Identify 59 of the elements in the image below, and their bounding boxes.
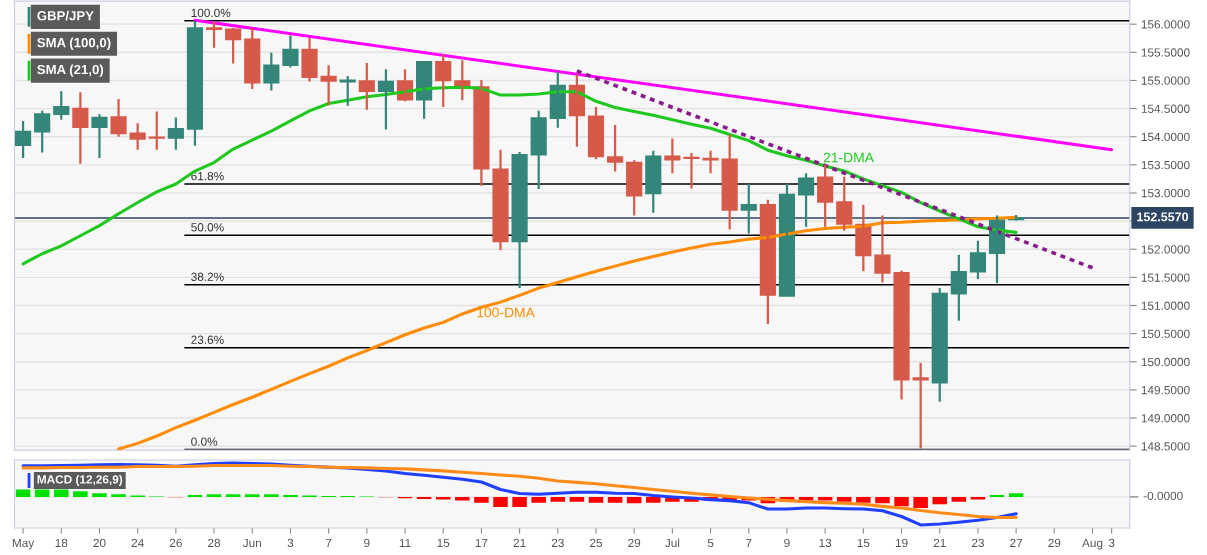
y-tick-label: 149.5000 — [1141, 385, 1190, 395]
x-tick-label: 13 — [819, 538, 832, 548]
y-tick-label: 154.0000 — [1141, 132, 1190, 142]
x-tick-label: 23 — [551, 538, 564, 548]
x-tick-label: 25 — [590, 538, 603, 548]
y-tick-label: 153.0000 — [1141, 189, 1190, 198]
legend-label: SMA (21,0) — [37, 64, 104, 77]
y-tick-label: 150.5000 — [1141, 329, 1190, 339]
x-tick-label: 9 — [784, 538, 790, 548]
x-tick-label: 29 — [1048, 538, 1061, 548]
x-tick-label: 21 — [933, 538, 946, 547]
y-tick-label: 154.5000 — [1141, 104, 1190, 113]
x-tick-label: May — [12, 538, 35, 550]
annotation: 23.6% — [191, 335, 224, 344]
x-tick-label: 19 — [895, 538, 908, 548]
x-tick-label: 23 — [971, 538, 984, 548]
x-tick-label: 5 — [707, 538, 714, 548]
y-tick-label: 152.0000 — [1141, 245, 1190, 254]
x-tick-label: 15 — [857, 538, 870, 548]
x-tick-label: Jun — [242, 538, 261, 548]
legend-label: SMA (100,0) — [37, 37, 111, 50]
x-tick-label: 3 — [1108, 538, 1115, 548]
x-tick-label: 7 — [746, 538, 752, 547]
annotation: 50.0% — [191, 223, 224, 232]
x-tick-label: 28 — [208, 538, 221, 548]
y-tick-label: 150.0000 — [1141, 357, 1190, 367]
x-tick-label: 27 — [1010, 538, 1023, 547]
x-tick-label: 17 — [475, 538, 488, 547]
y-tick-label: 148.5000 — [1141, 442, 1190, 451]
y-tick-label: 155.0000 — [1141, 76, 1190, 85]
x-tick-label: 29 — [628, 538, 641, 548]
y-tick-label: 151.5000 — [1141, 273, 1190, 282]
x-tick-label: 24 — [131, 538, 144, 547]
x-tick-label: 26 — [169, 538, 182, 548]
ref-line-label: 152.5570 — [1137, 212, 1189, 222]
annotation: 100-DMA — [477, 307, 535, 318]
x-tick-label: Aug — [1082, 538, 1103, 550]
y-tick-label: 149.0000 — [1141, 414, 1190, 423]
x-tick-label: 21 — [513, 538, 526, 547]
legend-label: MACD (12,26,9) — [37, 474, 123, 486]
annotation: 100.0% — [191, 8, 231, 18]
x-tick-label: Jul — [665, 538, 680, 548]
x-tick-label: 11 — [399, 538, 411, 547]
x-tick-label: 18 — [55, 538, 68, 548]
annotation: 61.8% — [191, 171, 224, 181]
annotation: 21-DMA — [823, 152, 874, 163]
annotation: 38.2% — [191, 272, 224, 281]
x-tick-label: 15 — [437, 538, 450, 548]
x-tick-label: 7 — [325, 538, 332, 547]
ref-line-label: -0.0000 — [1143, 491, 1183, 501]
y-tick-label: 155.5000 — [1141, 48, 1190, 57]
x-tick-label: 20 — [93, 538, 106, 548]
annotation: 0.0% — [191, 437, 218, 446]
x-tick-label: 9 — [364, 538, 370, 548]
y-tick-label: 156.0000 — [1141, 20, 1190, 29]
y-tick-label: 153.5000 — [1141, 160, 1190, 170]
legend-label: GBP/JPY — [37, 10, 94, 21]
x-tick-label: 3 — [287, 538, 294, 548]
y-tick-label: 151.0000 — [1141, 301, 1190, 310]
